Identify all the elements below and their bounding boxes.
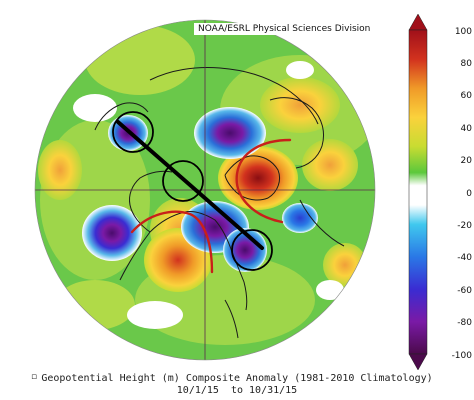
colorbar bbox=[408, 13, 428, 371]
yellow-anomaly-e bbox=[302, 139, 358, 191]
annotation-circle-center bbox=[162, 160, 204, 202]
annotation-diagonal-line bbox=[116, 120, 264, 250]
annotation-circle-nw bbox=[112, 111, 154, 153]
negative-anomaly-n bbox=[194, 107, 266, 159]
colorbar-label: -40 bbox=[457, 253, 472, 263]
colorbar-bottom-arrow bbox=[408, 353, 428, 371]
annotation-red-arc-sw bbox=[130, 210, 214, 274]
light-green-zone-n bbox=[85, 25, 195, 95]
colorbar-scale bbox=[408, 29, 428, 355]
negative-anomaly-e bbox=[282, 203, 318, 233]
map-caption: Geopotential Height (m) Composite Anomal… bbox=[41, 373, 433, 384]
coastline-eurasia bbox=[149, 67, 319, 125]
coastline-greenland bbox=[224, 155, 281, 201]
colorbar-label: 100 bbox=[454, 27, 472, 37]
colorbar-label: 40 bbox=[460, 124, 472, 134]
colorbar-top-arrow bbox=[408, 13, 428, 31]
coastline-scandinavia bbox=[269, 97, 325, 169]
negative-anomaly-w bbox=[82, 205, 142, 261]
caption-bullet: ▫ bbox=[31, 372, 38, 382]
yellow-anomaly-w bbox=[38, 140, 82, 200]
coastline-south bbox=[224, 299, 239, 339]
neutral-patch-se bbox=[316, 280, 344, 300]
colorbar-label: -20 bbox=[457, 221, 472, 231]
colorbar-label: 60 bbox=[460, 91, 472, 101]
neutral-patch-nw bbox=[73, 94, 117, 122]
neutral-patch-s bbox=[127, 301, 183, 329]
negative-anomaly-se bbox=[223, 228, 267, 272]
yellow-anomaly-ne bbox=[260, 77, 340, 133]
annotation-circle-se bbox=[231, 229, 273, 271]
colorbar-label: -60 bbox=[457, 286, 472, 296]
annotations bbox=[112, 111, 292, 274]
coastline-alaska bbox=[94, 102, 149, 131]
light-green-zone-sw bbox=[55, 280, 135, 330]
colorbar-label: 80 bbox=[460, 59, 472, 69]
colorbar-label: -80 bbox=[457, 318, 472, 328]
colorbar-label: 0 bbox=[466, 189, 472, 199]
map-date-range: 10/1/15 to 10/31/15 bbox=[176, 385, 298, 396]
graticule bbox=[35, 20, 375, 360]
colorbar-label: 20 bbox=[460, 156, 472, 166]
map-disk-border bbox=[34, 19, 376, 361]
annotation-red-arc-ne bbox=[235, 138, 292, 224]
coastline-europe bbox=[299, 199, 345, 247]
anomaly-field bbox=[35, 20, 375, 360]
map-credit: NOAA/ESRL Physical Sciences Division bbox=[194, 23, 375, 35]
neutral-patch-ne bbox=[286, 61, 314, 79]
colorbar-label: -100 bbox=[451, 351, 472, 361]
